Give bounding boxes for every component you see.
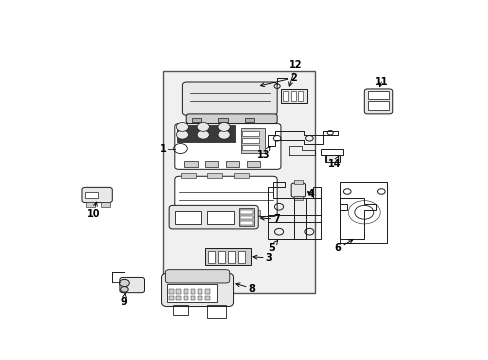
FancyBboxPatch shape (169, 205, 258, 229)
Bar (237, 251, 244, 263)
Bar (205, 248, 250, 265)
Text: 3: 3 (252, 253, 272, 263)
Text: 1: 1 (160, 144, 166, 153)
Bar (183, 289, 188, 293)
Text: 12: 12 (288, 60, 302, 86)
Bar (225, 161, 239, 167)
Text: 13: 13 (257, 147, 270, 161)
Bar (176, 289, 181, 293)
Bar (241, 138, 258, 143)
Bar (280, 89, 307, 103)
Bar (203, 210, 218, 215)
Circle shape (197, 122, 209, 131)
Bar (244, 210, 260, 215)
Bar (290, 91, 295, 101)
Circle shape (218, 130, 230, 139)
Bar (163, 71, 314, 293)
Bar (227, 251, 234, 263)
Bar (367, 91, 388, 99)
Bar (184, 161, 197, 167)
Circle shape (197, 130, 209, 139)
FancyBboxPatch shape (175, 176, 277, 216)
FancyBboxPatch shape (161, 273, 233, 307)
Bar (240, 210, 253, 214)
Bar (206, 173, 222, 177)
Bar (198, 289, 202, 293)
FancyBboxPatch shape (82, 187, 112, 203)
Bar (206, 211, 233, 224)
Bar (176, 125, 235, 141)
Bar (169, 296, 173, 301)
FancyBboxPatch shape (120, 278, 144, 293)
Bar (173, 305, 188, 315)
Text: 10: 10 (86, 202, 100, 219)
Bar (283, 91, 287, 101)
Bar (324, 155, 339, 162)
Bar (294, 180, 302, 184)
Text: 7: 7 (260, 214, 280, 224)
Bar (241, 131, 258, 135)
Bar (176, 296, 181, 301)
Bar (190, 289, 195, 293)
Bar (241, 145, 258, 150)
Bar (240, 216, 253, 219)
Bar (205, 289, 209, 293)
Text: 9: 9 (120, 293, 127, 307)
Bar (85, 192, 98, 198)
Bar (320, 149, 343, 156)
Bar (167, 284, 216, 302)
Bar (298, 91, 303, 101)
Text: 6: 6 (334, 240, 352, 253)
Text: 4: 4 (307, 189, 314, 199)
Bar (205, 161, 218, 167)
FancyBboxPatch shape (175, 123, 280, 169)
Bar (208, 251, 215, 263)
Bar (233, 173, 248, 177)
Bar (85, 202, 95, 207)
Bar (180, 173, 195, 177)
Bar (244, 118, 254, 122)
Text: 8: 8 (235, 283, 255, 293)
Bar (246, 161, 260, 167)
Bar (239, 208, 254, 226)
Bar (205, 296, 209, 301)
Text: 5: 5 (267, 240, 277, 253)
Bar (294, 197, 302, 200)
Text: 11: 11 (374, 77, 387, 87)
Bar (240, 221, 253, 225)
Circle shape (218, 122, 230, 131)
Circle shape (176, 122, 188, 131)
Text: 2: 2 (260, 73, 297, 87)
Bar (218, 118, 227, 122)
Bar (183, 296, 188, 301)
Bar (367, 100, 388, 110)
FancyBboxPatch shape (290, 183, 305, 197)
Circle shape (121, 287, 128, 292)
Text: 14: 14 (327, 156, 341, 169)
Bar (175, 211, 201, 224)
FancyBboxPatch shape (165, 270, 229, 283)
Bar (101, 202, 110, 207)
Bar (198, 296, 202, 301)
Bar (206, 305, 225, 318)
Bar (240, 128, 264, 153)
Circle shape (176, 130, 188, 139)
FancyBboxPatch shape (182, 82, 277, 115)
Bar (224, 210, 239, 215)
Bar (169, 289, 173, 293)
Bar (218, 251, 224, 263)
FancyBboxPatch shape (364, 89, 392, 114)
FancyBboxPatch shape (186, 114, 277, 123)
Bar (191, 118, 201, 122)
Bar (190, 296, 195, 301)
Bar (182, 210, 197, 215)
Circle shape (119, 279, 129, 287)
